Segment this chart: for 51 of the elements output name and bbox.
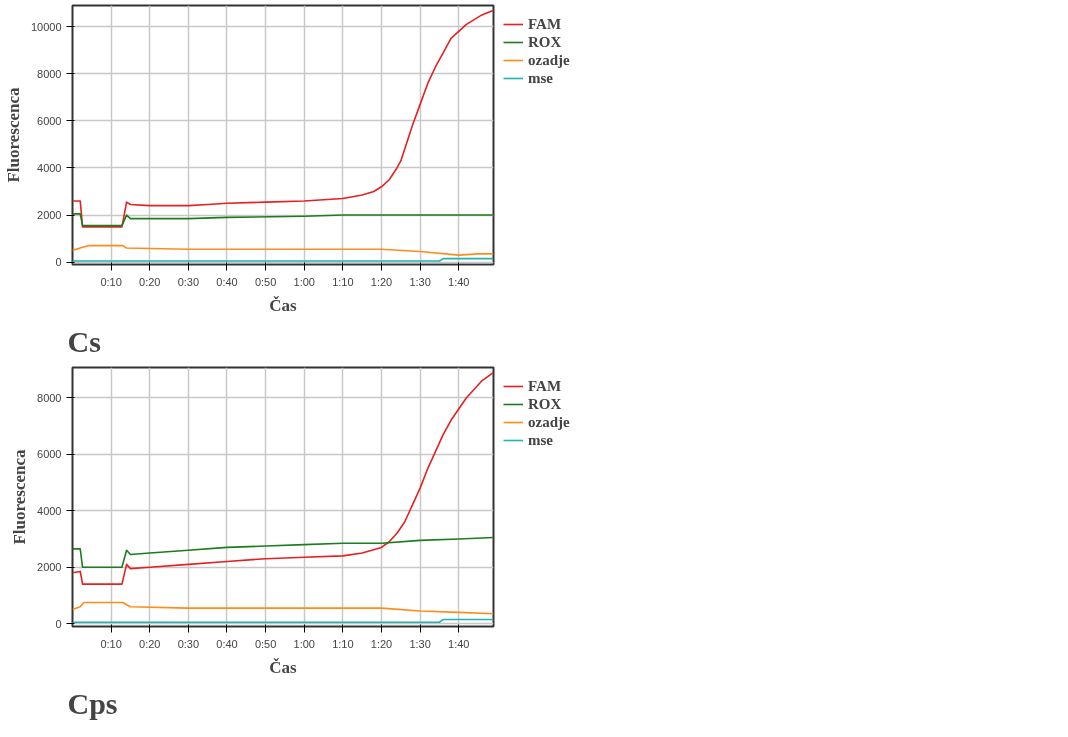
x-tick-label: 0:50 (254, 637, 277, 650)
x-tick-label: 1:10 (332, 637, 354, 650)
line-series (72, 371, 494, 585)
line-series (72, 244, 494, 256)
x-tick-label: 1:40 (448, 637, 470, 650)
x-tick-label: 0:20 (139, 275, 161, 288)
y-tick-label: 0 (55, 617, 62, 630)
legend-label: mse (528, 69, 553, 87)
x-tick-label: 1:00 (293, 275, 315, 288)
legend-label: FAM (528, 15, 562, 33)
x-tick-label: 1:30 (409, 275, 431, 288)
y-tick-label: 6000 (37, 448, 62, 461)
y-tick-label: 4000 (37, 504, 62, 517)
x-axis-title: Čas (269, 657, 298, 677)
x-tick-label: 1:20 (370, 275, 393, 288)
y-axis-title: Fluorescenca (3, 86, 23, 183)
x-tick-label: 0:20 (139, 637, 161, 650)
x-axis-title: Čas (269, 295, 298, 315)
line-series (72, 9, 494, 228)
x-tick-label: 1:20 (370, 637, 393, 650)
y-tick-label: 0 (55, 256, 62, 269)
legend-label: ozadje (528, 51, 570, 69)
text: Cps (67, 686, 118, 720)
x-tick-label: 1:10 (332, 275, 354, 288)
line-series (72, 536, 494, 568)
y-tick-label: 6000 (37, 114, 62, 127)
y-tick-label: 8000 (37, 391, 62, 404)
y-tick-label: 2000 (37, 561, 62, 574)
x-tick-label: 1:30 (409, 637, 431, 650)
legend-label: ROX (528, 33, 562, 51)
y-tick-label: 8000 (37, 67, 62, 80)
legend-label: ozadje (528, 413, 570, 431)
legend-label: FAM (528, 377, 562, 395)
legend-label: mse (528, 431, 553, 449)
y-tick-label: 10000 (30, 20, 62, 33)
x-tick-label: 0:10 (100, 275, 122, 288)
y-tick-label: 4000 (37, 161, 62, 174)
x-tick-label: 0:50 (254, 275, 277, 288)
x-tick-label: 0:30 (177, 637, 200, 650)
y-tick-label: 2000 (37, 209, 62, 222)
x-tick-label: 0:30 (177, 275, 200, 288)
text: Cs (67, 324, 101, 358)
line-series (72, 601, 494, 615)
legend-label: ROX (528, 395, 562, 413)
x-tick-label: 1:00 (293, 637, 315, 650)
y-axis-title: Fluorescenca (10, 448, 30, 545)
line-series (72, 213, 494, 227)
x-tick-label: 0:40 (216, 275, 238, 288)
x-tick-label: 1:40 (448, 275, 470, 288)
x-tick-label: 0:10 (100, 637, 122, 650)
x-tick-label: 0:40 (216, 637, 238, 650)
